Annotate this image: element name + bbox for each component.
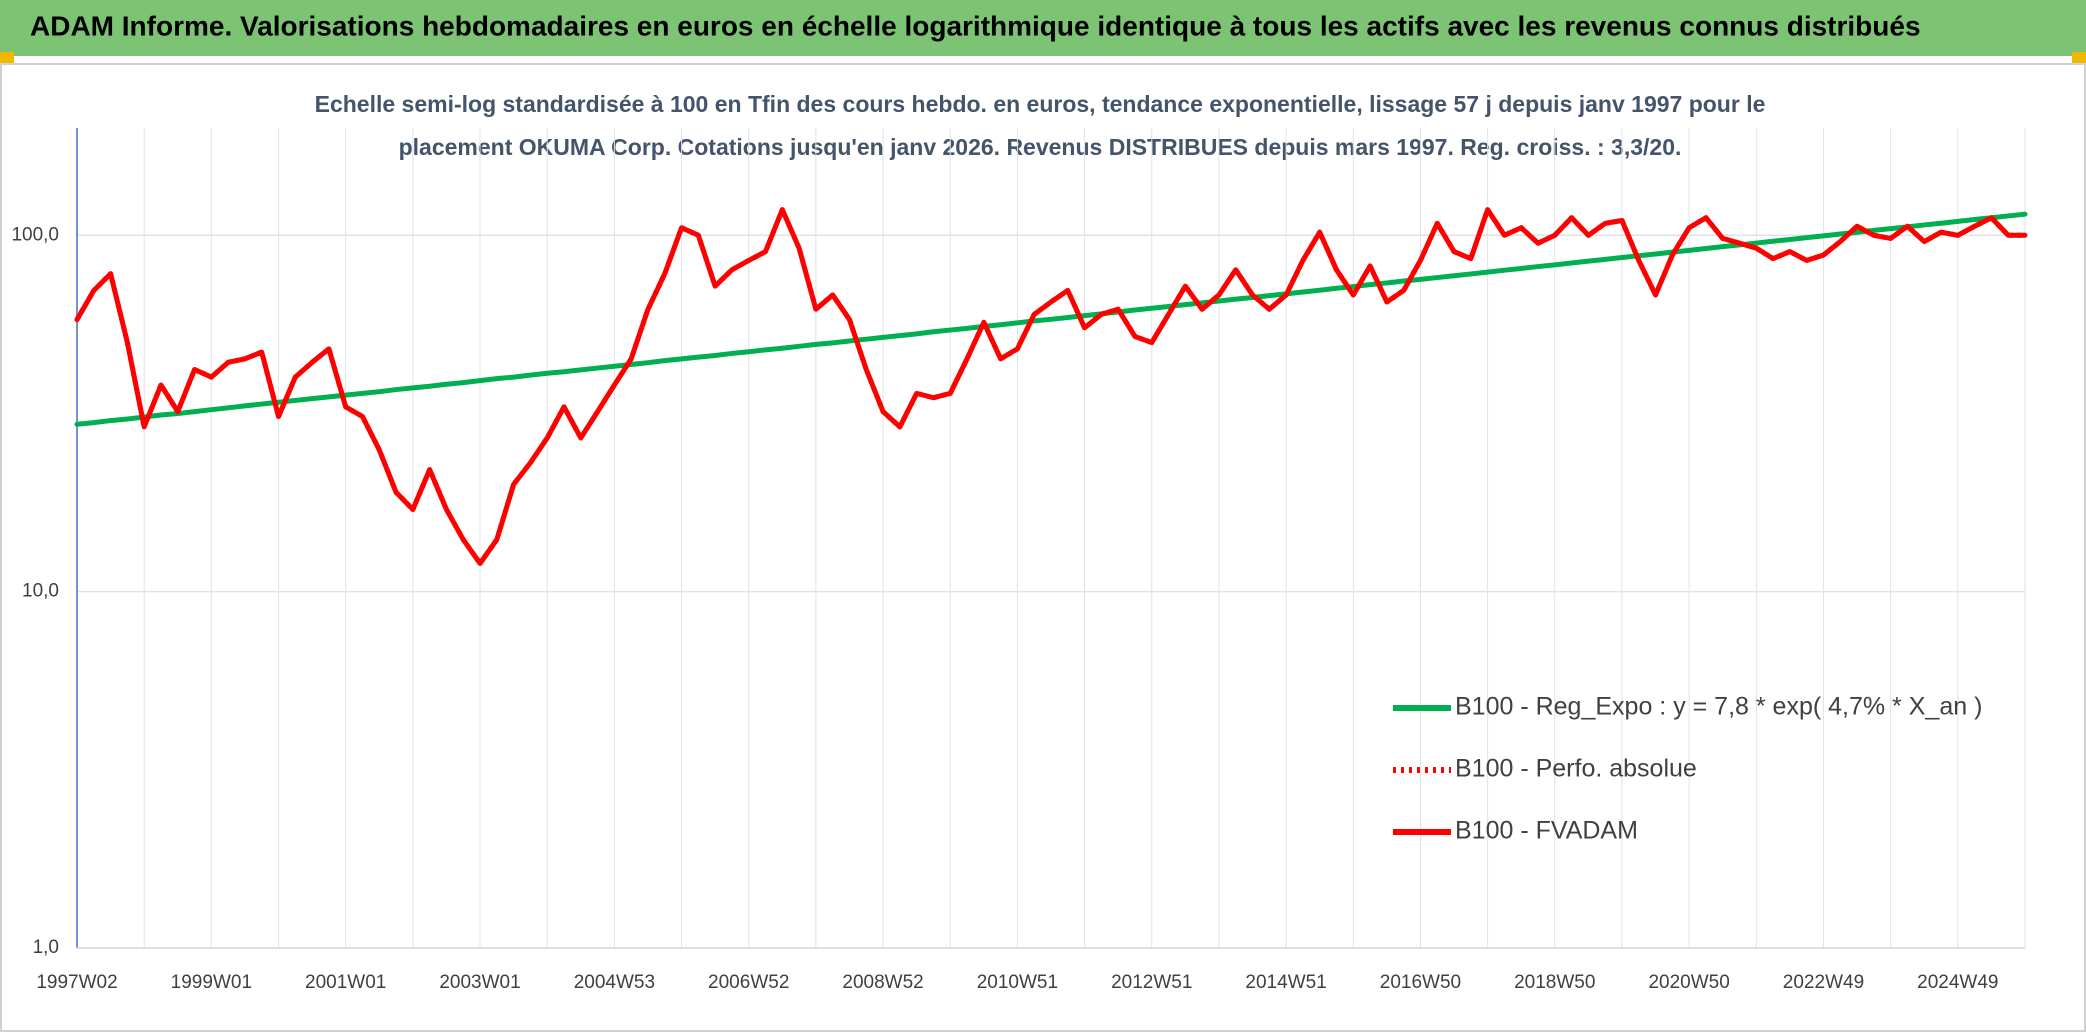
legend-label: B100 - Perfo. absolue <box>1455 755 1697 783</box>
chart-frame <box>0 63 2086 1032</box>
corner-mark <box>2072 52 2086 64</box>
y-tick-label: 100,0 <box>11 224 59 245</box>
series-line <box>74 211 2028 427</box>
x-tick-label: 2016W50 <box>1380 972 1461 993</box>
legend-label: B100 - Reg_Expo : y = 7,8 * exp( 4,7% * … <box>1455 693 1982 721</box>
x-tick-label: 2008W52 <box>842 972 923 993</box>
x-tick-label: 2010W51 <box>977 972 1058 993</box>
x-tick-label: 2014W51 <box>1245 972 1326 993</box>
x-tick-label: 2022W49 <box>1783 972 1864 993</box>
chart-title: ADAM Informe. Valorisations hebdomadaire… <box>30 10 1921 41</box>
chart-subtitle: placement OKUMA Corp. Cotations jusqu'en… <box>399 134 1682 160</box>
x-tick-label: 2003W01 <box>439 972 520 993</box>
x-tick-label: 2020W50 <box>1648 972 1729 993</box>
y-tick-label: 1,0 <box>33 937 59 958</box>
y-tick-label: 10,0 <box>22 581 59 602</box>
corner-mark <box>0 52 14 64</box>
x-tick-label: 2024W49 <box>1917 972 1998 993</box>
x-tick-label: 2001W01 <box>305 972 386 993</box>
x-tick-label: 2006W52 <box>708 972 789 993</box>
x-tick-label: 2018W50 <box>1514 972 1595 993</box>
header-band <box>0 0 2086 56</box>
series-line <box>74 207 2028 566</box>
x-tick-label: 2012W51 <box>1111 972 1192 993</box>
x-tick-label: 1997W02 <box>36 972 117 993</box>
x-tick-label: 1999W01 <box>171 972 252 993</box>
x-tick-label: 2004W53 <box>574 972 655 993</box>
legend-label: B100 - FVADAM <box>1455 817 1638 845</box>
chart-subtitle: Echelle semi-log standardisée à 100 en T… <box>315 91 1766 117</box>
